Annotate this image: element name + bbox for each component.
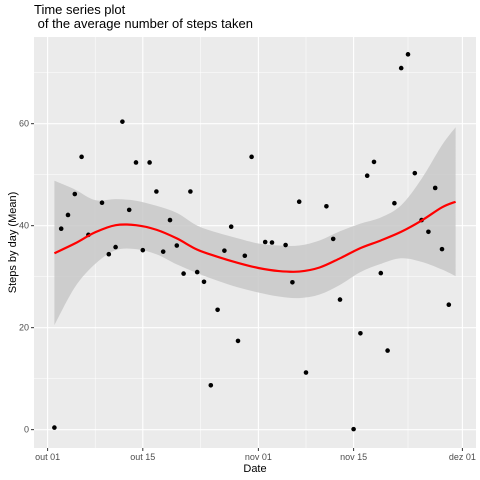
data-point (351, 426, 356, 432)
data-point (215, 307, 220, 313)
confidence-ribbon (54, 127, 456, 326)
data-point (235, 338, 241, 344)
data-point (133, 160, 139, 165)
data-point (446, 302, 452, 308)
x-tick-label: out 01 (35, 452, 60, 462)
data-point (188, 189, 193, 194)
data-point (242, 253, 248, 259)
data-point (113, 244, 118, 250)
y-tick-label: 40 (19, 221, 29, 231)
data-point (249, 154, 254, 160)
data-point (412, 170, 418, 176)
data-point (290, 279, 295, 285)
x-axis: out 01 out 15 nov 01 nov 15 dez 01 (35, 448, 476, 462)
y-tick-label: 0 (24, 425, 29, 435)
data-point (303, 370, 309, 375)
data-point (72, 191, 78, 197)
data-point (398, 65, 404, 71)
data-point (147, 160, 152, 165)
data-point (364, 173, 370, 178)
x-tick-label: nov 01 (245, 452, 272, 462)
data-point (208, 382, 214, 388)
data-point (99, 200, 105, 206)
x-tick-label: dez 01 (449, 452, 476, 462)
data-point (296, 199, 302, 205)
x-axis-label: Date (243, 463, 266, 475)
data-point (371, 159, 377, 165)
data-point (283, 242, 288, 248)
chart-title: Time series plot of the average number o… (34, 3, 253, 31)
y-tick-label: 60 (19, 119, 29, 129)
data-point (392, 200, 397, 206)
y-axis: 0 20 40 60 (19, 119, 34, 435)
data-point (106, 251, 112, 257)
data-point (405, 52, 411, 57)
data-point (324, 203, 329, 209)
data-point (140, 247, 146, 253)
data-point (262, 239, 268, 245)
data-point (228, 224, 234, 229)
chart-title-line2: of the average number of steps taken (34, 16, 253, 31)
data-point (65, 212, 71, 218)
smooth-line (53, 200, 457, 273)
data-point (439, 246, 445, 252)
data-point (52, 425, 57, 430)
x-tick-label: nov 15 (340, 452, 367, 462)
data-point (222, 248, 227, 253)
data-point (330, 236, 336, 242)
data-point (160, 249, 166, 254)
data-point (120, 119, 125, 124)
data-point (269, 240, 275, 245)
data-point (79, 154, 84, 160)
data-point (154, 189, 159, 194)
data-point (378, 270, 384, 276)
y-axis-label: Steps by day (Mean) (7, 192, 19, 294)
data-point (426, 229, 431, 235)
chart-title-line1: Time series plot (34, 2, 126, 17)
data-point (201, 279, 207, 285)
data-point (358, 330, 363, 336)
data-point (126, 207, 132, 213)
data-point (194, 269, 200, 275)
data-point (432, 185, 438, 191)
x-tick-label: out 15 (130, 452, 155, 462)
data-point (181, 271, 186, 276)
data-point (337, 297, 343, 302)
data-point (174, 243, 180, 248)
data-point (167, 217, 173, 223)
data-point (58, 226, 64, 232)
y-tick-label: 20 (19, 323, 29, 333)
data-point (385, 348, 390, 353)
data-points (52, 52, 452, 432)
